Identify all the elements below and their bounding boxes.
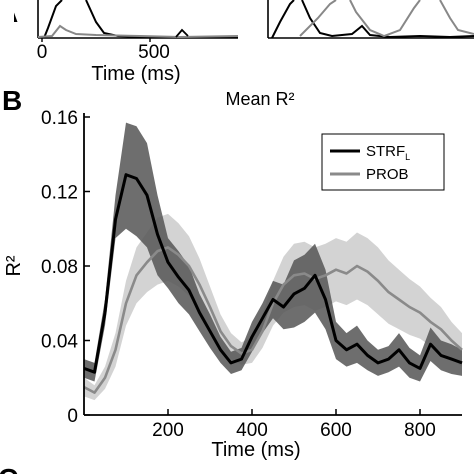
panel-a-label-crop [0, 0, 14, 26]
panel-label-b: B [2, 85, 22, 116]
y-tick-label: 0.12 [41, 183, 78, 204]
x-ticks: 200 400 600 800 [152, 409, 436, 441]
strip-right-black-trace [271, 0, 295, 39]
x-axis-label: Time (ms) [211, 439, 300, 461]
y-tick-label: 0.04 [41, 332, 78, 353]
chart-title: Mean R² [225, 89, 294, 109]
strip-left-black-trace [43, 0, 63, 39]
panel-label-c: C [0, 463, 18, 474]
y-ticks: 0 0.04 0.08 0.12 0.16 [41, 108, 90, 427]
strip-left-black-tail [85, 0, 238, 38]
x-tick-label: 600 [320, 420, 352, 441]
strip-right-gray-tail [349, 0, 421, 38]
series-lines [83, 173, 463, 394]
line-strf [83, 173, 463, 374]
y-tick-label: 0.16 [41, 108, 78, 129]
y-tick-label: 0.08 [41, 257, 78, 278]
strip-right-gray-end [439, 0, 474, 35]
top-strip: A 0 500 Time (ms) [0, 0, 474, 85]
legend-box [321, 133, 445, 191]
strip-left-small-peak [175, 28, 189, 38]
legend-label-prob: PROB [366, 166, 409, 183]
strip-tick-label-500: 500 [138, 42, 170, 63]
x-tick-label: 200 [152, 420, 184, 441]
legend: STRFL PROB [321, 133, 445, 191]
strip-xlabel: Time (ms) [91, 63, 180, 85]
y-axis-label: R² [3, 255, 25, 276]
line-prob [83, 246, 463, 394]
x-tick-label: 800 [404, 420, 436, 441]
x-tick-label: 400 [236, 420, 268, 441]
strip-right-black-tail [301, 0, 474, 39]
y-tick-label: 0 [67, 406, 78, 427]
strip-right-gray-trace [299, 0, 337, 37]
strip-tick-label-0: 0 [37, 42, 48, 63]
legend-label-strf: STRFL [366, 143, 410, 162]
strip-left-gray-trace [37, 24, 239, 39]
plot-area [83, 122, 463, 401]
